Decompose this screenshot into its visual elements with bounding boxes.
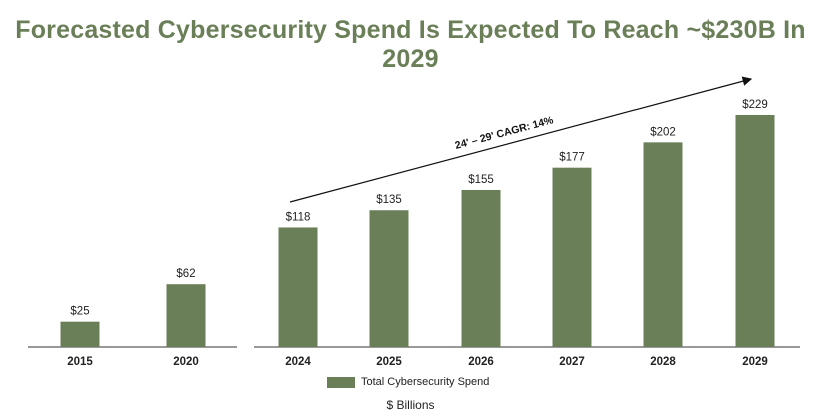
data-label-2029: $229	[742, 99, 768, 111]
tick-label-2024: 2024	[285, 356, 311, 368]
legend: Total Cybersecurity Spend	[327, 376, 489, 388]
tick-label-2027: 2027	[559, 356, 585, 368]
data-label-2020: $62	[176, 268, 195, 280]
data-label-2028: $202	[650, 126, 676, 138]
tick-label-2015: 2015	[67, 356, 93, 368]
bar-2024	[278, 227, 318, 347]
data-label-2015: $25	[70, 306, 89, 318]
data-label-2027: $177	[559, 152, 585, 164]
tick-label-2029: 2029	[742, 356, 768, 368]
data-label-2024: $118	[286, 211, 311, 223]
cagr-arrow	[289, 76, 753, 203]
tick-label-2025: 2025	[376, 356, 402, 368]
legend-label: Total Cybersecurity Spend	[361, 376, 490, 388]
bar-2026	[461, 189, 501, 347]
tick-label-2020: 2020	[173, 356, 199, 368]
legend-swatch	[327, 376, 355, 388]
chart-title: Forecasted Cybersecurity Spend Is Expect…	[15, 16, 806, 73]
bar-2015	[60, 321, 100, 347]
data-label-2026: $155	[468, 174, 494, 186]
tick-label-2028: 2028	[650, 356, 676, 368]
bar-2020	[166, 284, 206, 347]
data-label-2025: $135	[376, 194, 402, 206]
cagr-annotation: 24' – 29' CAGR: 14%	[454, 114, 556, 152]
bar-2027	[552, 167, 592, 347]
bar-2029	[735, 115, 775, 347]
bar-2025	[369, 210, 409, 347]
bar-2028	[643, 142, 683, 347]
units-label: $ Billions	[386, 398, 435, 412]
tick-label-2026: 2026	[468, 356, 494, 368]
